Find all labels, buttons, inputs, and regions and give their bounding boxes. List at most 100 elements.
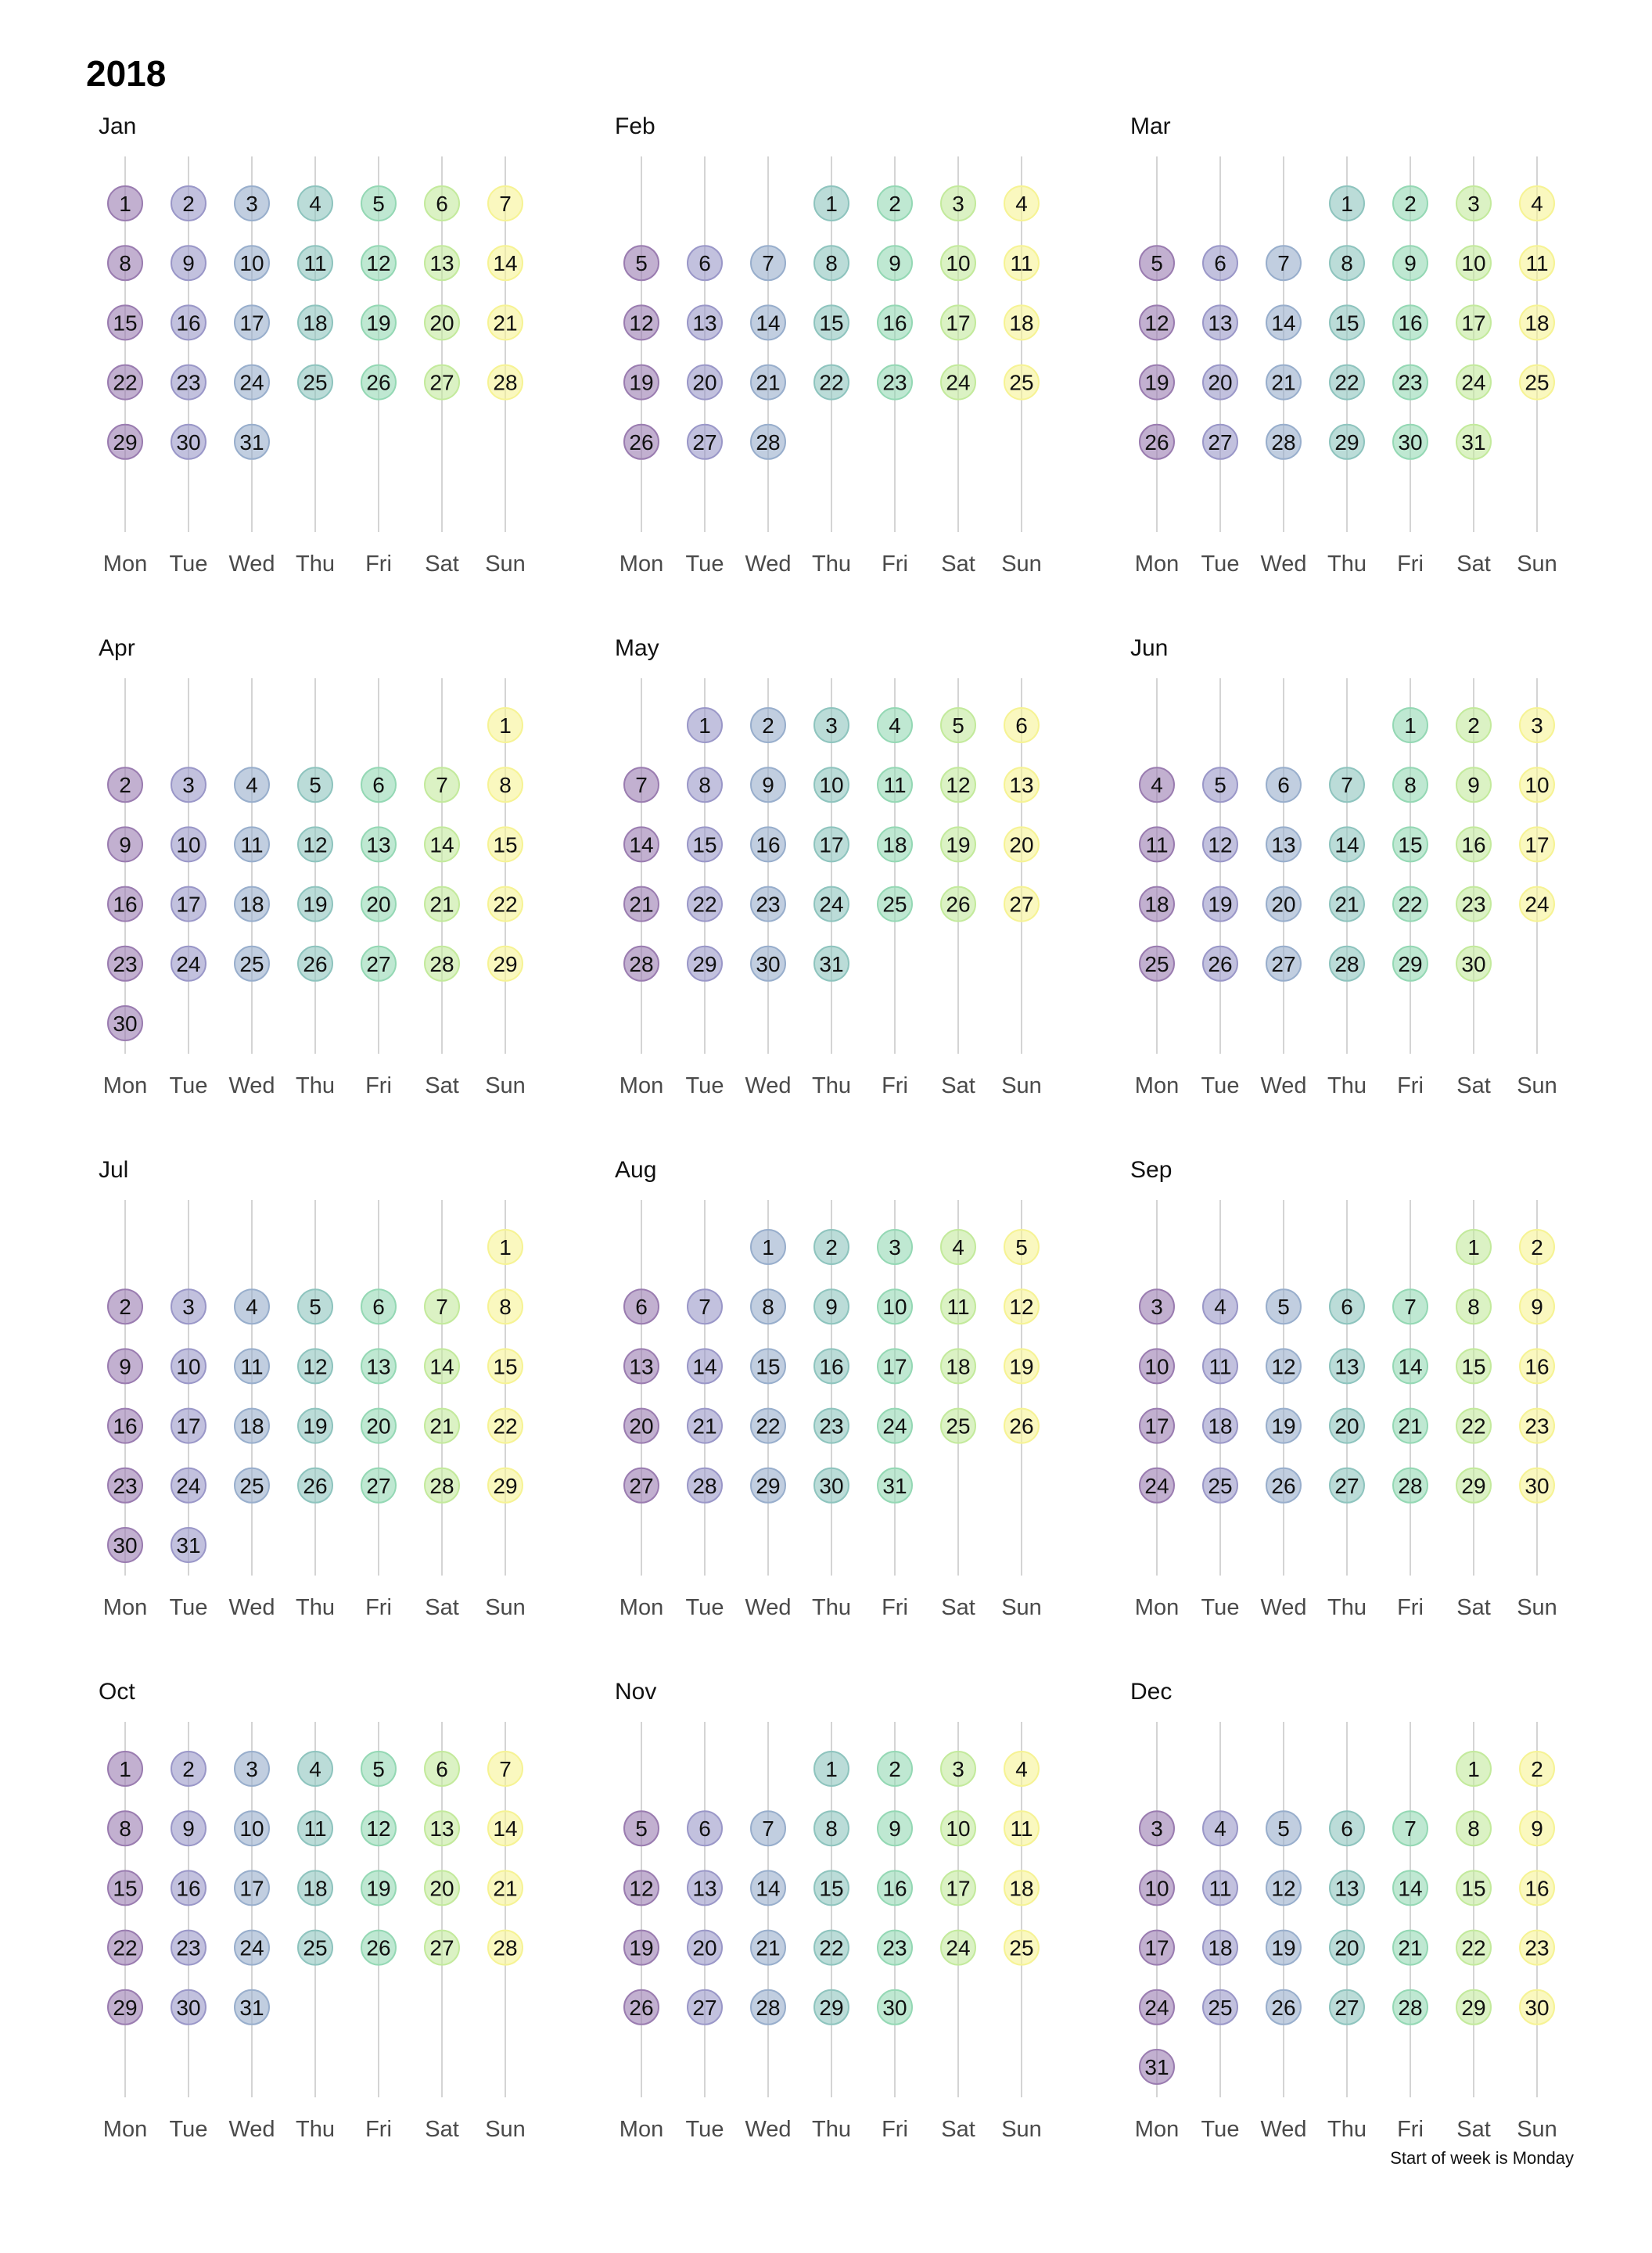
day-dot bbox=[813, 245, 849, 282]
day-dot bbox=[1456, 1229, 1492, 1265]
day-number: 21 bbox=[493, 311, 517, 335]
day-number: 8 bbox=[699, 773, 711, 797]
weekday-label-sat: Sat bbox=[1456, 2117, 1491, 2142]
weekday-label-sun: Sun bbox=[485, 552, 526, 577]
day-number: 17 bbox=[946, 311, 970, 335]
day-dot bbox=[1266, 1288, 1302, 1325]
day-dot bbox=[1392, 707, 1428, 743]
day-dot bbox=[107, 1870, 143, 1906]
day-number: 16 bbox=[113, 893, 137, 917]
day-dot bbox=[813, 707, 849, 743]
day-number: 3 bbox=[182, 1295, 195, 1319]
day-number: 23 bbox=[756, 893, 780, 917]
day-number: 22 bbox=[1334, 371, 1359, 395]
day-dot bbox=[1329, 826, 1365, 863]
day-dot bbox=[234, 1348, 270, 1385]
day-number: 22 bbox=[1461, 1936, 1485, 1960]
day-number: 21 bbox=[629, 893, 653, 917]
day-number: 27 bbox=[429, 1936, 454, 1960]
day-dot bbox=[940, 1870, 976, 1906]
day-dot bbox=[623, 1407, 659, 1444]
day-dot bbox=[623, 1288, 659, 1325]
day-number: 25 bbox=[239, 952, 264, 976]
day-number: 26 bbox=[366, 371, 390, 395]
day-dot bbox=[940, 1929, 976, 1966]
day-number: 31 bbox=[1461, 430, 1485, 455]
day-number: 31 bbox=[1144, 2055, 1169, 2079]
day-number: 1 bbox=[499, 1235, 512, 1259]
day-number: 12 bbox=[1208, 832, 1232, 857]
day-number: 2 bbox=[1531, 1757, 1543, 1781]
day-dot bbox=[940, 707, 976, 743]
day-dot bbox=[687, 1870, 723, 1906]
day-number: 19 bbox=[1208, 893, 1232, 917]
day-dot bbox=[1329, 1348, 1365, 1385]
day-number: 27 bbox=[366, 952, 390, 976]
day-number: 29 bbox=[113, 430, 137, 455]
weekday-label-fri: Fri bbox=[1397, 1073, 1424, 1098]
day-dot bbox=[1456, 1989, 1492, 2025]
day-dot bbox=[234, 1467, 270, 1504]
day-dot bbox=[940, 767, 976, 803]
day-dot bbox=[1392, 886, 1428, 922]
day-dot bbox=[1392, 304, 1428, 341]
day-dot bbox=[813, 1467, 849, 1504]
day-number: 3 bbox=[182, 773, 195, 797]
day-dot bbox=[1202, 245, 1238, 282]
day-dot bbox=[1392, 1407, 1428, 1444]
month-label: Sep bbox=[1130, 1157, 1172, 1183]
day-number: 9 bbox=[1467, 773, 1480, 797]
day-number: 11 bbox=[303, 1816, 326, 1841]
day-dot bbox=[623, 886, 659, 922]
day-number: 24 bbox=[1144, 1474, 1169, 1498]
day-dot bbox=[1266, 767, 1302, 803]
day-dot bbox=[361, 304, 397, 341]
day-number: 17 bbox=[1461, 311, 1485, 335]
day-dot bbox=[487, 886, 523, 922]
day-dot bbox=[171, 1407, 206, 1444]
day-number: 6 bbox=[372, 1295, 385, 1319]
day-dot bbox=[297, 1810, 333, 1847]
day-number: 26 bbox=[1144, 430, 1169, 455]
day-number: 18 bbox=[1208, 1414, 1232, 1439]
day-dot bbox=[1202, 886, 1238, 922]
day-dot bbox=[750, 1288, 786, 1325]
day-dot bbox=[1329, 1989, 1365, 2025]
day-dot bbox=[1139, 245, 1175, 282]
day-dot bbox=[877, 1407, 913, 1444]
day-dot bbox=[813, 826, 849, 863]
day-dot bbox=[171, 1989, 206, 2025]
day-dot bbox=[877, 826, 913, 863]
day-number: 13 bbox=[366, 1354, 390, 1378]
day-dot bbox=[424, 1288, 460, 1325]
day-dot bbox=[1004, 1288, 1040, 1325]
day-number: 27 bbox=[366, 1474, 390, 1498]
day-number: 5 bbox=[1214, 773, 1226, 797]
day-dot bbox=[1004, 1810, 1040, 1847]
day-dot bbox=[813, 185, 849, 221]
day-number: 9 bbox=[889, 251, 901, 275]
day-number: 14 bbox=[1398, 1354, 1422, 1378]
day-dot bbox=[1266, 245, 1302, 282]
weekday-label-sat: Sat bbox=[1456, 552, 1491, 577]
day-number: 26 bbox=[629, 430, 653, 455]
day-dot bbox=[487, 304, 523, 341]
day-number: 3 bbox=[1151, 1816, 1163, 1841]
day-number: 11 bbox=[240, 1354, 263, 1378]
weekday-label-sat: Sat bbox=[941, 1073, 975, 1098]
day-number: 5 bbox=[372, 1757, 385, 1781]
day-dot bbox=[107, 1810, 143, 1847]
day-number: 16 bbox=[1461, 832, 1485, 857]
day-dot bbox=[1004, 1870, 1040, 1906]
day-dot bbox=[107, 364, 143, 401]
day-number: 13 bbox=[692, 311, 716, 335]
day-number: 5 bbox=[1151, 251, 1163, 275]
day-dot bbox=[234, 1810, 270, 1847]
day-number: 4 bbox=[1531, 192, 1543, 216]
day-number: 27 bbox=[429, 371, 454, 395]
day-dot bbox=[424, 1348, 460, 1385]
day-number: 4 bbox=[1015, 1757, 1028, 1781]
day-number: 18 bbox=[946, 1354, 970, 1378]
day-number: 21 bbox=[1398, 1414, 1422, 1439]
